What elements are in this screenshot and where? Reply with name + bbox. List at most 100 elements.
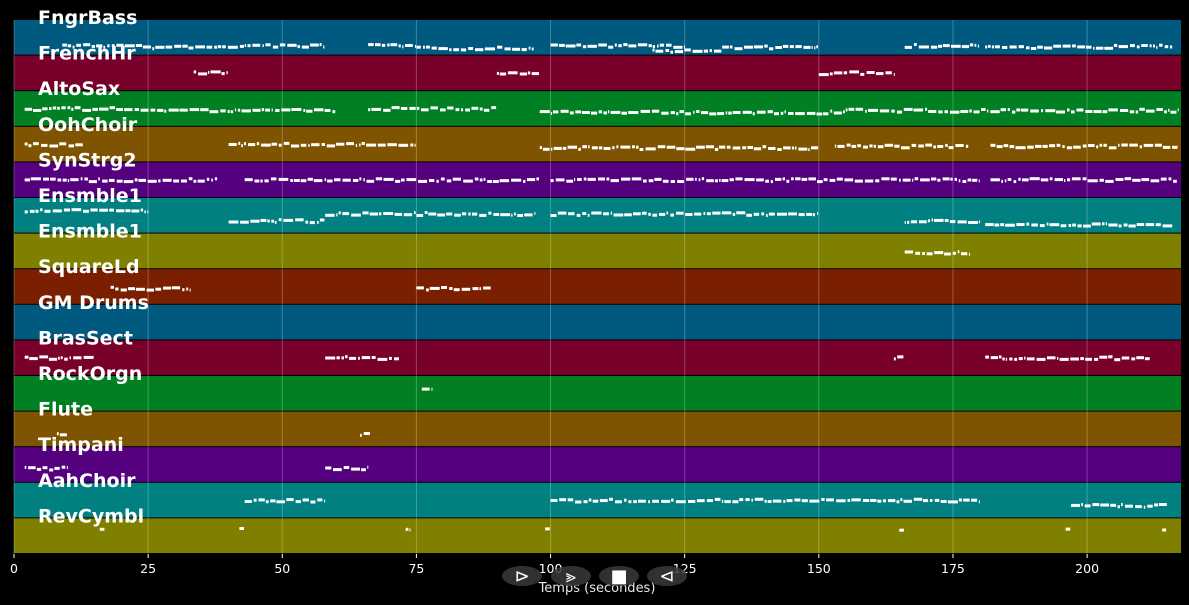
note xyxy=(207,70,210,74)
note xyxy=(742,110,752,114)
note xyxy=(28,466,36,470)
back-button[interactable]: ⊲ xyxy=(647,566,687,587)
note xyxy=(767,110,773,114)
note xyxy=(109,208,114,212)
note xyxy=(179,108,188,112)
note xyxy=(1077,45,1085,49)
note xyxy=(1020,108,1029,112)
note xyxy=(1136,223,1145,226)
note xyxy=(897,355,904,359)
note xyxy=(766,213,768,217)
track-lane-6 xyxy=(14,233,1181,269)
note xyxy=(891,109,895,113)
note xyxy=(1145,109,1155,113)
note xyxy=(866,71,875,74)
x-tick-label: 25 xyxy=(140,561,156,576)
note xyxy=(765,179,769,183)
note-group xyxy=(834,143,969,150)
note xyxy=(603,212,609,216)
note xyxy=(40,208,43,212)
note xyxy=(969,43,974,47)
note xyxy=(981,108,986,111)
note xyxy=(325,466,332,470)
notes-layer xyxy=(24,43,1179,532)
note-group xyxy=(904,250,970,256)
note xyxy=(657,145,666,149)
note xyxy=(915,251,921,255)
note xyxy=(610,211,613,215)
note xyxy=(116,108,123,111)
note xyxy=(703,212,706,215)
note-group xyxy=(1162,528,1167,532)
note xyxy=(61,106,66,110)
note xyxy=(933,145,936,149)
note xyxy=(49,468,54,472)
note xyxy=(603,111,607,115)
note xyxy=(487,180,492,183)
track-lane-1 xyxy=(14,55,1181,91)
note xyxy=(409,528,411,532)
stop-button[interactable]: ■ xyxy=(599,566,639,587)
note xyxy=(714,179,718,183)
note xyxy=(918,144,924,148)
note xyxy=(1121,356,1130,360)
note xyxy=(717,112,724,116)
note xyxy=(36,467,42,471)
note-group xyxy=(24,465,68,472)
note xyxy=(281,108,291,112)
note xyxy=(786,499,793,503)
note xyxy=(786,179,790,183)
note xyxy=(583,177,587,181)
note xyxy=(300,143,307,147)
note xyxy=(336,356,340,360)
note xyxy=(876,72,884,76)
note xyxy=(666,43,672,47)
note xyxy=(484,47,495,51)
note xyxy=(1039,224,1045,228)
note xyxy=(90,208,98,212)
note xyxy=(636,145,639,149)
note xyxy=(782,177,785,181)
note xyxy=(222,45,226,49)
note xyxy=(791,177,794,181)
note xyxy=(795,177,801,181)
note-group xyxy=(405,527,411,532)
note xyxy=(821,498,825,501)
note xyxy=(398,143,409,147)
play-button[interactable]: ⊳ xyxy=(502,566,542,587)
note xyxy=(441,286,447,289)
note-group xyxy=(368,106,497,112)
note xyxy=(308,143,310,147)
note xyxy=(50,177,56,181)
note xyxy=(531,72,539,76)
x-tick-label: 200 xyxy=(1075,561,1099,576)
note xyxy=(607,110,610,114)
note xyxy=(401,178,405,182)
track-lane-8 xyxy=(14,304,1181,340)
note xyxy=(238,141,241,145)
note xyxy=(865,109,867,113)
forward-button[interactable]: ⪢ xyxy=(551,566,591,587)
note xyxy=(657,44,659,48)
note xyxy=(539,110,550,114)
note xyxy=(545,527,550,531)
track-lane-10 xyxy=(14,376,1181,411)
note xyxy=(639,148,644,151)
note xyxy=(234,108,237,112)
note xyxy=(567,498,574,502)
note xyxy=(879,109,890,113)
note-group xyxy=(164,108,336,114)
note xyxy=(162,178,172,182)
note xyxy=(648,500,650,504)
note xyxy=(1016,108,1021,112)
note xyxy=(780,111,784,115)
note xyxy=(1049,144,1056,148)
note xyxy=(1123,223,1128,227)
note xyxy=(460,48,467,52)
note xyxy=(150,108,156,112)
note xyxy=(186,287,189,291)
stop-button-bg xyxy=(599,566,639,586)
note xyxy=(453,288,460,292)
note xyxy=(1082,177,1087,181)
